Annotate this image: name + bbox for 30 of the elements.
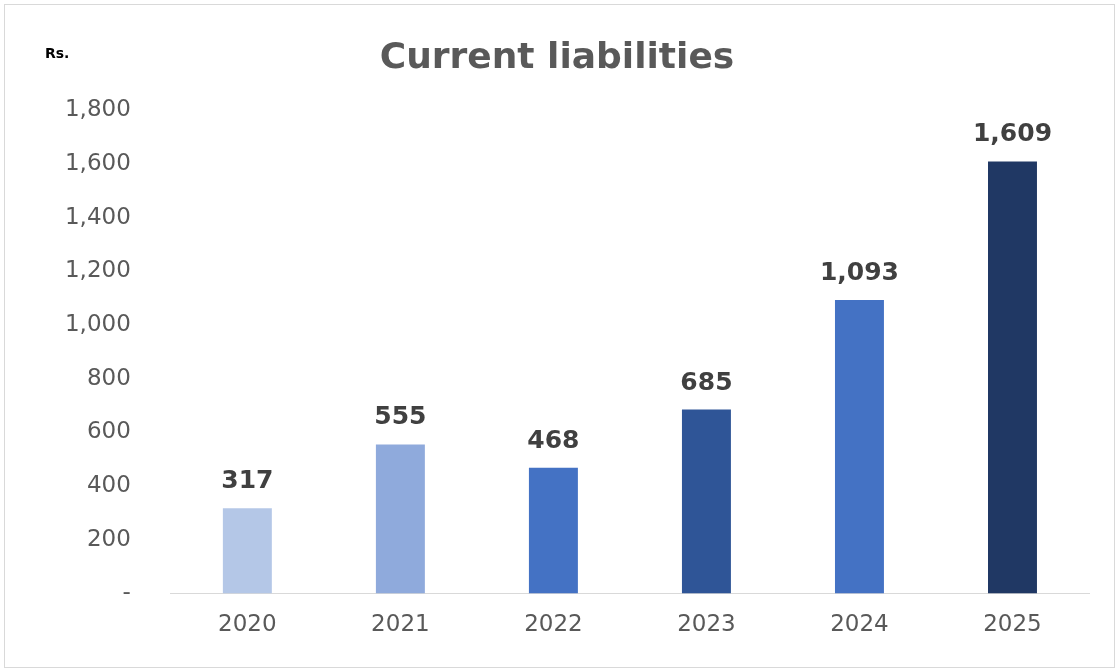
y-tick-label: 200 [86, 524, 131, 551]
data-label: 1,609 [972, 118, 1053, 148]
bar [681, 409, 731, 594]
y-axis-title: Rs. [45, 44, 70, 61]
x-tick-label: 2024 [830, 610, 889, 637]
y-tick-label: 800 [86, 363, 131, 390]
bar [375, 444, 425, 594]
data-label: 1,093 [819, 256, 899, 286]
data-label: 468 [527, 424, 580, 454]
bar [222, 508, 272, 594]
y-tick-label: - [122, 578, 131, 605]
y-tick-label: 600 [86, 417, 131, 444]
y-tick-label: 400 [86, 470, 131, 497]
y-tick-label: 1,000 [64, 309, 131, 336]
y-tick-label: 1,800 [64, 95, 131, 122]
x-tick-label: 2021 [371, 610, 430, 637]
bar [528, 467, 578, 594]
y-tick-label: 1,200 [64, 256, 131, 283]
x-tick-label: 2022 [524, 610, 583, 637]
x-tick-label: 2020 [218, 610, 277, 637]
x-tick-label: 2025 [983, 610, 1042, 637]
bar [834, 299, 884, 594]
y-tick-label: 1,400 [64, 202, 131, 229]
y-tick-label: 1,600 [64, 148, 131, 175]
x-tick-label: 2023 [677, 610, 736, 637]
data-label: 555 [374, 401, 427, 431]
data-label: 685 [680, 366, 733, 396]
chart-title: Current liabilities [379, 34, 735, 76]
bar [988, 161, 1037, 594]
data-label: 317 [221, 465, 274, 495]
